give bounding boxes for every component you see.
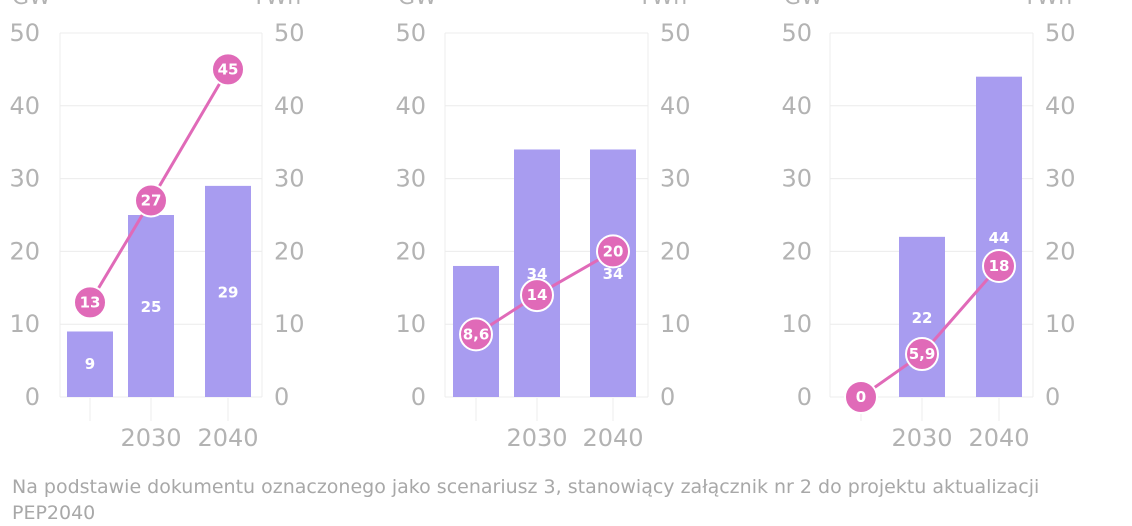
y-left-tick-label: 0 bbox=[797, 383, 812, 411]
y-right-tick-label: 10 bbox=[1045, 310, 1076, 338]
y-left-tick-label: 10 bbox=[395, 310, 426, 338]
y-right-tick-label: 30 bbox=[1045, 165, 1076, 193]
bar bbox=[205, 185, 251, 397]
y-right-tick-label: 10 bbox=[274, 310, 305, 338]
y-right-tick-label: 0 bbox=[274, 383, 289, 411]
chart-panel-3: GWTWh00101020203030404050502244203020400… bbox=[781, 0, 1075, 452]
y-left-tick-label: 40 bbox=[781, 92, 812, 120]
y-left-tick-label: 40 bbox=[9, 92, 40, 120]
line-point bbox=[134, 183, 168, 218]
y-right-tick-label: 0 bbox=[1045, 383, 1060, 411]
y-left-unit: GW bbox=[784, 0, 823, 10]
y-left-tick-label: 50 bbox=[781, 19, 812, 47]
y-right-tick-label: 20 bbox=[274, 237, 305, 265]
line-point-label: 45 bbox=[218, 60, 239, 78]
y-right-tick-label: 30 bbox=[274, 165, 305, 193]
line-point-label: 5,9 bbox=[909, 345, 936, 363]
line-point-label: 20 bbox=[603, 242, 624, 260]
bar-value-label: 9 bbox=[85, 355, 95, 373]
bar bbox=[67, 331, 113, 397]
bar-value-label: 44 bbox=[989, 229, 1010, 247]
y-left-tick-label: 30 bbox=[781, 165, 812, 193]
y-left-tick-label: 30 bbox=[9, 165, 40, 193]
y-right-tick-label: 50 bbox=[660, 19, 691, 47]
line-point bbox=[73, 285, 107, 320]
y-right-tick-label: 40 bbox=[274, 92, 305, 120]
line-point-label: 18 bbox=[989, 257, 1010, 275]
y-right-tick-label: 30 bbox=[660, 165, 691, 193]
line-point bbox=[982, 248, 1016, 283]
charts-area: GWTWh00101020203030404050509252920302040… bbox=[9, 0, 1075, 452]
y-left-tick-label: 30 bbox=[395, 165, 426, 193]
x-tick-label: 2030 bbox=[120, 424, 181, 452]
y-right-tick-label: 20 bbox=[660, 237, 691, 265]
bar bbox=[590, 149, 636, 397]
line-point bbox=[520, 278, 554, 313]
chart-panel-2: GWTWh00101020203030404050501834342030204… bbox=[395, 0, 690, 452]
bar bbox=[128, 215, 174, 397]
y-left-tick-label: 0 bbox=[25, 383, 40, 411]
source-footnote: Na podstawie dokumentu oznaczonego jako … bbox=[12, 476, 1040, 524]
y-right-unit: TWh bbox=[1022, 0, 1072, 10]
y-left-tick-label: 20 bbox=[395, 237, 426, 265]
x-tick-label: 2040 bbox=[968, 424, 1029, 452]
bar-value-label: 34 bbox=[527, 265, 548, 283]
y-right-tick-label: 40 bbox=[660, 92, 691, 120]
y-right-tick-label: 50 bbox=[274, 19, 305, 47]
y-left-tick-label: 10 bbox=[9, 310, 40, 338]
bar-value-label: 34 bbox=[603, 265, 624, 283]
line-point-label: 0 bbox=[856, 388, 866, 406]
line-point-label: 27 bbox=[141, 191, 162, 209]
chart-panel-1: GWTWh00101020203030404050509252920302040… bbox=[9, 0, 304, 452]
line-point bbox=[459, 317, 493, 352]
bar-value-label: 22 bbox=[912, 309, 933, 327]
y-right-tick-label: 50 bbox=[1045, 19, 1076, 47]
bar bbox=[976, 76, 1022, 398]
line-point-label: 13 bbox=[80, 293, 101, 311]
y-left-tick-label: 10 bbox=[781, 310, 812, 338]
line-point bbox=[596, 234, 630, 269]
line-point bbox=[211, 52, 245, 87]
bar-value-label: 25 bbox=[141, 298, 162, 316]
y-left-unit: GW bbox=[12, 0, 51, 10]
line-point bbox=[844, 380, 878, 414]
line-point bbox=[905, 337, 939, 372]
x-tick-label: 2030 bbox=[891, 424, 952, 452]
y-right-unit: TWh bbox=[637, 0, 687, 10]
y-left-tick-label: 0 bbox=[411, 383, 426, 411]
y-right-unit: TWh bbox=[251, 0, 301, 10]
y-left-tick-label: 20 bbox=[9, 237, 40, 265]
line-point-label: 14 bbox=[527, 286, 548, 304]
y-left-unit: GW bbox=[398, 0, 437, 10]
y-right-tick-label: 40 bbox=[1045, 92, 1076, 120]
y-left-tick-label: 20 bbox=[781, 237, 812, 265]
x-tick-label: 2030 bbox=[506, 424, 567, 452]
x-tick-label: 2040 bbox=[197, 424, 258, 452]
y-left-tick-label: 50 bbox=[395, 19, 426, 47]
y-right-tick-label: 0 bbox=[660, 383, 675, 411]
y-right-tick-label: 20 bbox=[1045, 237, 1076, 265]
y-right-tick-label: 10 bbox=[660, 310, 691, 338]
y-left-tick-label: 40 bbox=[395, 92, 426, 120]
bar-value-label: 29 bbox=[218, 283, 239, 301]
y-left-tick-label: 50 bbox=[9, 19, 40, 47]
line-point-label: 8,6 bbox=[463, 325, 490, 343]
bar bbox=[514, 149, 560, 397]
x-tick-label: 2040 bbox=[582, 424, 643, 452]
